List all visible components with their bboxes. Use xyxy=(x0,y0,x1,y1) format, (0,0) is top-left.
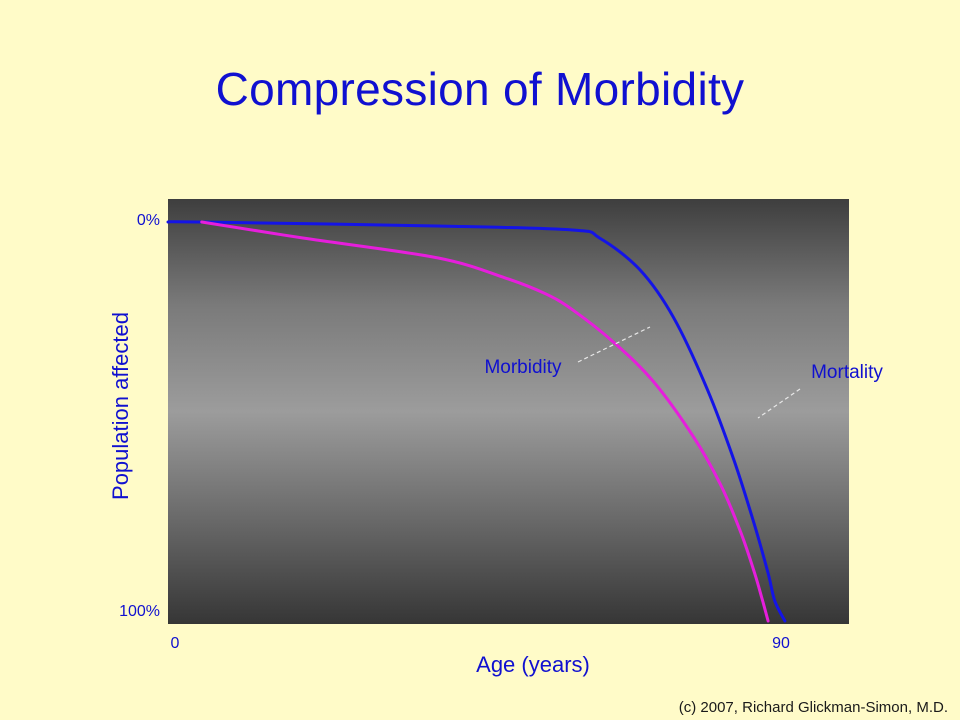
series-line-morbidity xyxy=(200,220,770,623)
series-line-mortality xyxy=(166,220,787,623)
copyright-credit: (c) 2007, Richard Glickman-Simon, M.D. xyxy=(678,699,948,716)
plot-area xyxy=(168,199,849,624)
y-tick-label-bottom: 100% xyxy=(119,603,160,620)
y-axis-label: Population affected xyxy=(108,312,133,500)
page-title: Compression of Morbidity xyxy=(215,63,745,115)
x-tick-label-right: 90 xyxy=(772,635,790,652)
x-axis-label: Age (years) xyxy=(476,652,590,677)
leader-line-morbidity xyxy=(577,326,651,363)
annotation-morbidity: Morbidity xyxy=(484,357,562,378)
x-tick-label-left: 0 xyxy=(171,635,180,652)
y-tick-label-top: 0% xyxy=(137,212,160,229)
series-layer xyxy=(166,220,787,623)
annotation-layer: Morbidity Mortality xyxy=(484,326,883,419)
leader-line-mortality xyxy=(757,388,801,419)
annotation-mortality: Mortality xyxy=(811,362,883,383)
